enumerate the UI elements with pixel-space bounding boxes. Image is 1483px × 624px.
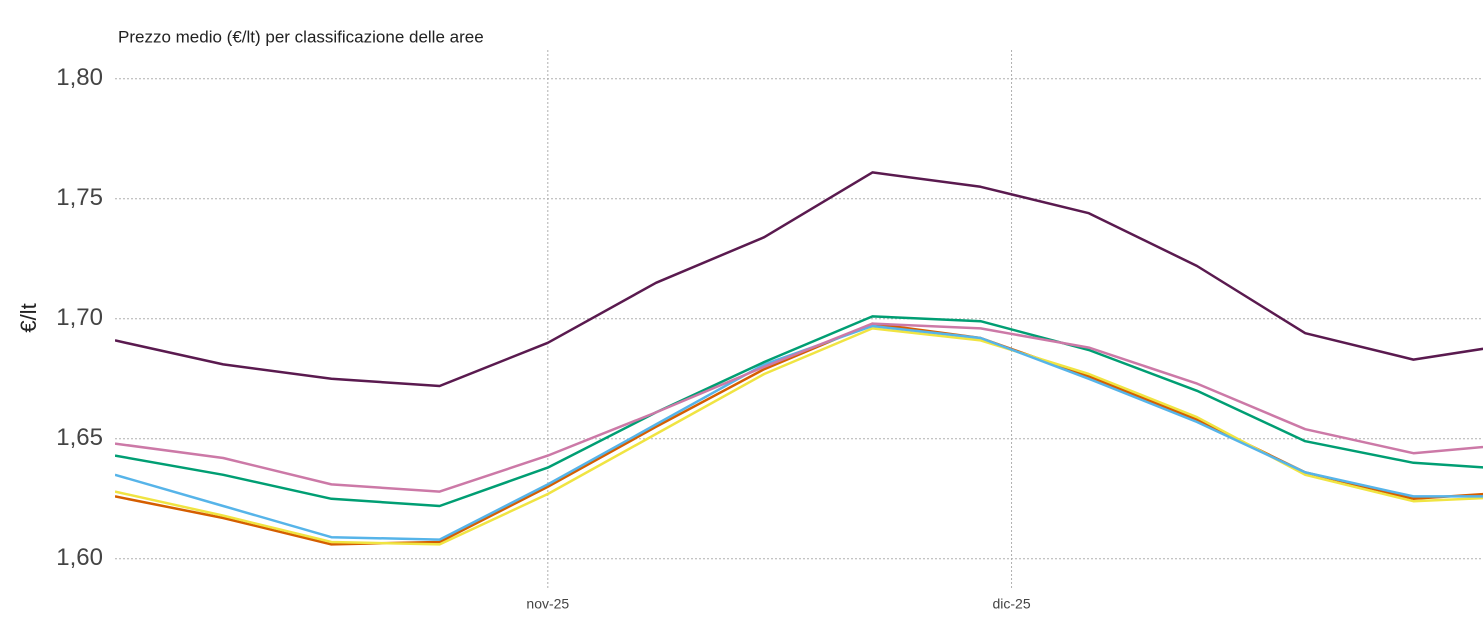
- chart-title: Prezzo medio (€/lt) per classificazione …: [118, 27, 484, 46]
- series-line: [115, 315, 1483, 508]
- series-line: [115, 327, 1483, 546]
- y-tick-label: 1,60: [56, 544, 103, 571]
- y-tick-label: 1,80: [56, 64, 103, 91]
- series-line: [115, 322, 1483, 546]
- series-line: [115, 322, 1483, 493]
- y-tick-label: 1,75: [56, 184, 103, 211]
- series-line: [115, 171, 1483, 388]
- y-tick-label: 1,70: [56, 304, 103, 331]
- x-tick-label: dic-25: [992, 596, 1030, 612]
- y-tick-label: 1,65: [56, 424, 103, 451]
- x-tick-label: nov-25: [526, 596, 569, 612]
- y-axis-label: €/lt: [16, 303, 41, 332]
